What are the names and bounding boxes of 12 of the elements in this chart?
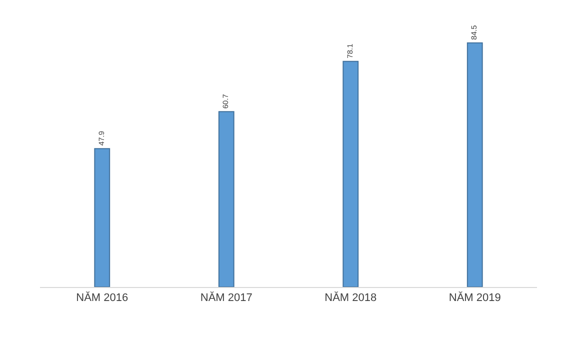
x-tick-label: NĂM 2016 (76, 291, 128, 304)
bar (466, 42, 483, 287)
data-label: 60.7 (221, 94, 230, 109)
data-label: 78.1 (346, 44, 354, 58)
data-label: 47.9 (97, 131, 106, 146)
x-tick-label: NĂM 2018 (324, 291, 377, 304)
bar (94, 148, 110, 287)
x-tick-label: NĂM 2017 (200, 291, 252, 304)
bar (342, 60, 359, 287)
x-tick-label: NĂM 2019 (448, 291, 501, 304)
data-label: 84.5 (470, 25, 479, 40)
bar (218, 111, 234, 287)
